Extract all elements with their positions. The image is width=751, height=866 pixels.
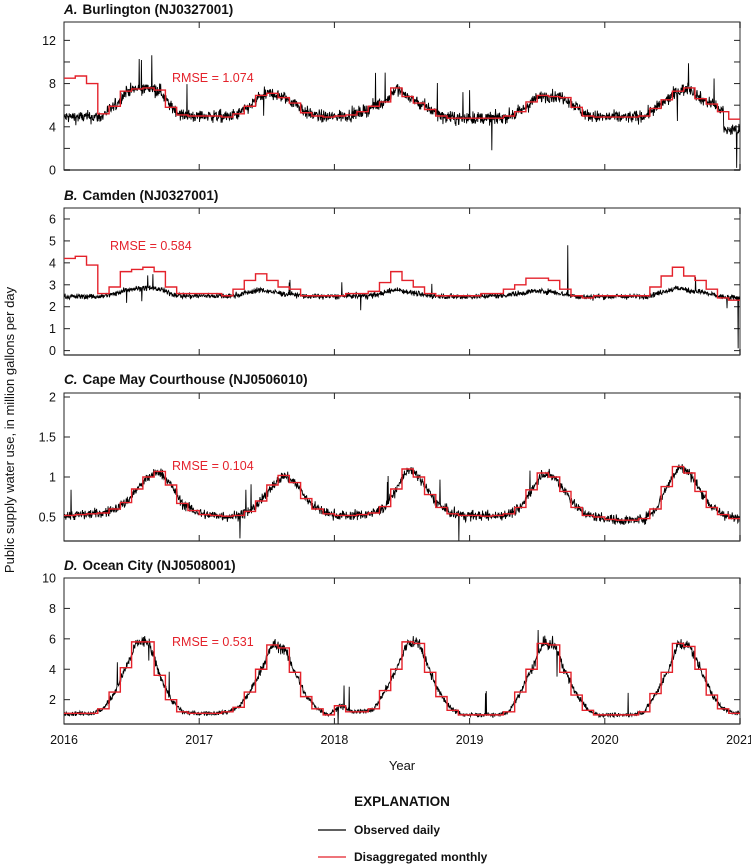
y-tick-label: 0 — [49, 344, 56, 358]
y-tick-label: 6 — [49, 212, 56, 226]
panel-name: Ocean City (NJ0508001) — [83, 558, 236, 573]
x-tick-labels: 2016 2017 2018 2019 2020 2021 — [50, 733, 751, 747]
y-tick-label: 1.5 — [39, 431, 56, 445]
panel-title: D. Ocean City (NJ0508001) — [64, 558, 236, 573]
y-axis-label: Public supply water use, in million gall… — [2, 286, 17, 573]
legend: EXPLANATION Observed daily Disaggregated… — [318, 794, 488, 864]
y-tick-label: 2 — [49, 693, 56, 707]
y-tick-label: 4 — [49, 120, 56, 134]
y-tick-label: 8 — [49, 602, 56, 616]
y-tick-label: 0.5 — [39, 511, 56, 525]
y-tick-label: 8 — [49, 77, 56, 91]
rmse-label: RMSE = 0.104 — [172, 459, 254, 473]
y-tick-label: 5 — [49, 234, 56, 248]
y-tick-label: 1 — [49, 322, 56, 336]
y-tick-label: 6 — [49, 632, 56, 646]
observed-daily-line — [64, 55, 740, 168]
y-tick-label: 12 — [42, 34, 56, 48]
panel-title: B. Camden (NJ0327001) — [64, 188, 218, 203]
panel-c: C. Cape May Courthouse (NJ0506010) 0.5 1 1.5… — [39, 372, 741, 542]
legend-label-monthly: Disaggregated monthly — [354, 850, 488, 864]
y-tick-label: 4 — [49, 663, 56, 677]
x-tick-label: 2018 — [320, 733, 348, 747]
panel-letter: A. — [63, 2, 78, 17]
disaggregated-monthly-line — [64, 465, 740, 521]
y-tick-label: 2 — [49, 391, 56, 405]
y-tick-label: 2 — [49, 300, 56, 314]
panel-name: Camden (NJ0327001) — [83, 188, 219, 203]
x-axis-label: Year — [389, 758, 416, 773]
panel-title: C. Cape May Courthouse (NJ0506010) — [64, 372, 308, 387]
panel-b: B. Camden (NJ0327001) 0 1 2 3 4 5 6 RMSE = 0.584 — [49, 188, 741, 358]
disaggregated-monthly-line — [64, 75, 740, 120]
rmse-label: RMSE = 0.584 — [110, 239, 192, 253]
x-tick-label: 2017 — [185, 733, 213, 747]
panel-name: Cape May Courthouse (NJ0506010) — [83, 372, 308, 387]
observed-daily-line — [64, 245, 740, 349]
rmse-label: RMSE = 0.531 — [172, 635, 254, 649]
panel-d: D. Ocean City (NJ0508001) 2 4 6 8 10 RMSE = 0.5… — [42, 558, 741, 725]
panel-letter: D. — [64, 558, 78, 573]
panel-letter: B. — [64, 188, 78, 203]
legend-title: EXPLANATION — [354, 794, 450, 809]
panel-name: Burlington (NJ0327001) — [83, 2, 234, 17]
y-tick-label: 10 — [42, 572, 56, 586]
x-tick-label: 2019 — [456, 733, 484, 747]
x-tick-label: 2016 — [50, 733, 78, 747]
y-tick-label: 3 — [49, 278, 56, 292]
y-tick-label: 4 — [49, 256, 56, 270]
y-tick-label: 0 — [49, 164, 56, 178]
rmse-label: RMSE = 1.074 — [172, 71, 254, 85]
panel-title: A. Burlington (NJ0327001) — [63, 2, 233, 17]
x-tick-label: 2020 — [591, 733, 619, 747]
disaggregated-monthly-line — [64, 641, 740, 716]
panel-letter: C. — [64, 372, 78, 387]
disaggregated-monthly-line — [64, 255, 740, 301]
legend-label-observed: Observed daily — [354, 823, 440, 837]
x-tick-label: 2021 — [726, 733, 751, 747]
panel-a: A. Burlington (NJ0327001) 0 4 8 12 RMSE = 1.07… — [42, 2, 741, 178]
y-tick-label: 1 — [49, 471, 56, 485]
